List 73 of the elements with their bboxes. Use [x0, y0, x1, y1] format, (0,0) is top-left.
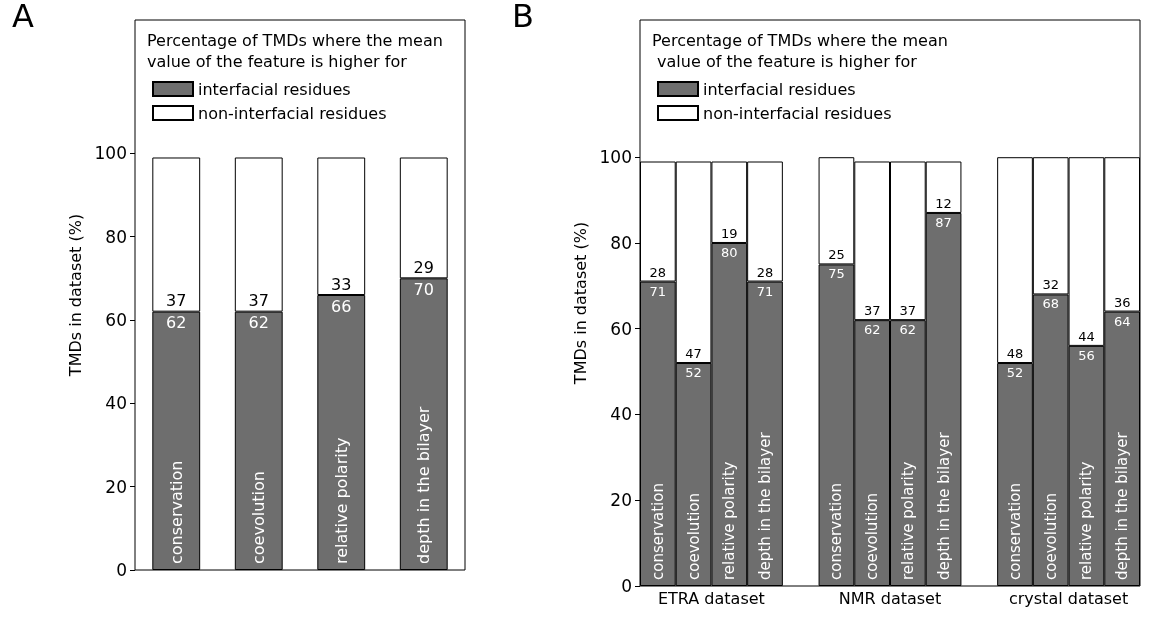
- x-tick-label: depth in the bilayer: [414, 406, 434, 564]
- y-tick-label: 40: [610, 404, 632, 425]
- data-label: 37: [166, 291, 187, 311]
- data-label: 25: [828, 247, 845, 263]
- data-label: 56: [1078, 347, 1095, 363]
- data-label: 37: [863, 303, 881, 319]
- y-tick-label: 60: [105, 310, 127, 330]
- legend-label: interfacial residues: [703, 79, 856, 99]
- x-tick-label: conservation: [166, 460, 186, 564]
- data-label: 62: [899, 322, 917, 338]
- data-label: 19: [721, 225, 738, 241]
- y-axis-title: TMDs in dataset (%): [66, 213, 86, 378]
- text: NMR dataset: [838, 588, 942, 608]
- data-label: 71: [649, 283, 667, 299]
- legend-label: non-interfacial residues: [703, 103, 892, 123]
- x-tick-label: relative polarity: [331, 437, 351, 564]
- y-tick-label: 80: [610, 232, 632, 253]
- data-label: 62: [863, 322, 881, 338]
- data-label: 87: [935, 214, 952, 230]
- y-tick-label: 40: [105, 393, 127, 414]
- data-label: 71: [756, 283, 774, 299]
- chart-title: A: [12, 0, 34, 35]
- data-label: 75: [828, 266, 845, 282]
- data-label: 33: [331, 274, 352, 294]
- y-tick-label: 0: [621, 576, 632, 596]
- legend-label: interfacial residues: [198, 79, 351, 99]
- text: crystal dataset: [1008, 588, 1129, 608]
- x-tick-label: coevolution: [249, 471, 269, 564]
- y-tick-label: 100: [599, 147, 632, 168]
- chart-title: B: [512, 0, 534, 35]
- data-label: 47: [685, 346, 702, 362]
- legend-label: non-interfacial residues: [198, 103, 387, 123]
- y-tick-label: 80: [105, 226, 127, 247]
- x-tick-label: coevolution: [863, 492, 882, 580]
- x-tick-label: coevolution: [684, 492, 703, 580]
- data-label: 32: [1042, 277, 1059, 293]
- x-tick-label: coevolution: [1041, 492, 1060, 580]
- data-label: 44: [1078, 328, 1095, 344]
- text: ETRA dataset: [657, 588, 765, 608]
- data-label: 80: [721, 244, 738, 260]
- x-tick-label: conservation: [1006, 483, 1024, 580]
- data-label: 68: [1042, 296, 1059, 312]
- x-tick-label: relative polarity: [1077, 461, 1096, 580]
- data-label: 28: [756, 264, 774, 280]
- data-label: 62: [166, 313, 187, 333]
- data-label: 48: [1006, 346, 1024, 362]
- x-tick-label: relative polarity: [898, 461, 917, 580]
- legend-title: Percentage of TMDs where the mean value of the feature is higher for: [652, 31, 948, 71]
- y-tick-label: 20: [105, 476, 127, 497]
- y-axis-title: TMDs in dataset (%): [571, 221, 591, 386]
- data-label: 36: [1113, 294, 1131, 310]
- x-tick-label: depth in the bilayer: [756, 431, 774, 580]
- data-label: 37: [248, 291, 269, 311]
- x-tick-label: depth in the bilayer: [1113, 431, 1132, 580]
- data-label: 12: [935, 195, 952, 211]
- data-label: 66: [331, 296, 352, 316]
- data-label: 62: [248, 313, 269, 333]
- data-label: 64: [1113, 313, 1131, 329]
- legend-title: Percentage of TMDs where the mean value of the feature is higher for: [147, 31, 448, 71]
- data-label: 37: [899, 303, 917, 319]
- data-label: 28: [649, 264, 667, 280]
- y-tick-label: 100: [94, 143, 127, 164]
- x-tick-label: depth in the bilayer: [934, 431, 953, 580]
- x-tick-label: conservation: [648, 483, 667, 580]
- data-label: 70: [413, 279, 434, 299]
- data-label: 29: [413, 257, 434, 277]
- data-label: 52: [1006, 365, 1024, 381]
- x-tick-label: relative polarity: [720, 461, 739, 580]
- data-label: 52: [685, 365, 702, 381]
- y-tick-label: 20: [610, 490, 632, 511]
- y-tick-label: 0: [116, 560, 127, 580]
- x-tick-label: conservation: [827, 483, 846, 580]
- y-tick-label: 60: [610, 318, 632, 339]
